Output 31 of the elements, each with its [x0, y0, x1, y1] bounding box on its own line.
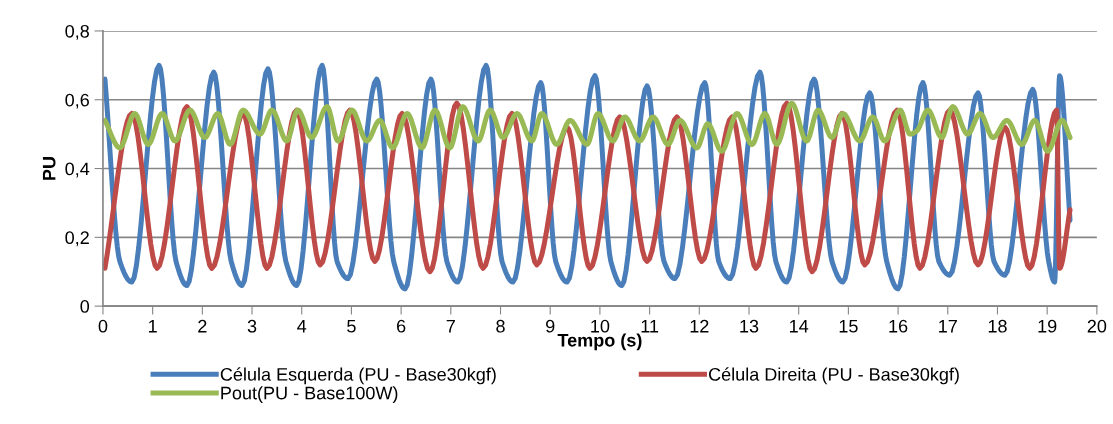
x-tick-label: 4 — [297, 319, 307, 333]
y-tick-label: 0,8 — [65, 24, 89, 40]
x-tick-label: 10 — [591, 319, 610, 333]
x-tick-label: 14 — [790, 319, 809, 333]
x-tick-label: 13 — [740, 319, 759, 333]
y-tick-label: 0,4 — [65, 162, 90, 178]
x-tick-label: 7 — [446, 319, 455, 333]
y-tick-label: 0,2 — [65, 231, 89, 247]
x-tick-label: 12 — [690, 319, 709, 333]
legend-label: Célula Direita (PU - Base30kgf) — [709, 367, 959, 385]
x-tick-label: 17 — [939, 319, 957, 333]
x-tick-label: 19 — [1038, 319, 1057, 333]
x-tick-label: 11 — [641, 319, 659, 333]
x-tick-label: 5 — [347, 319, 356, 333]
x-tick-label: 2 — [198, 319, 207, 333]
legend-label: Célula Esquerda (PU - Base30kgf) — [220, 367, 496, 385]
y-tick-label: 0 — [80, 300, 90, 313]
x-tick-label: 8 — [496, 319, 505, 333]
x-tick-label: 18 — [988, 319, 1007, 333]
legend-label: Pout(PU - Base100W) — [221, 386, 398, 403]
x-tick-label: 20 — [1087, 319, 1107, 333]
x-tick-label: 1 — [149, 319, 157, 333]
x-tick-label: 6 — [397, 319, 406, 333]
y-axis-title: PU — [42, 157, 56, 180]
x-tick-label: 15 — [839, 319, 858, 333]
x-tick-label: 3 — [247, 319, 257, 333]
x-tick-label: 16 — [889, 319, 908, 333]
y-tick-label: 0,6 — [65, 93, 89, 109]
x-axis-title: Tempo (s) — [557, 333, 642, 351]
x-tick-label: 9 — [546, 319, 555, 333]
x-tick-label: 0 — [98, 319, 108, 333]
